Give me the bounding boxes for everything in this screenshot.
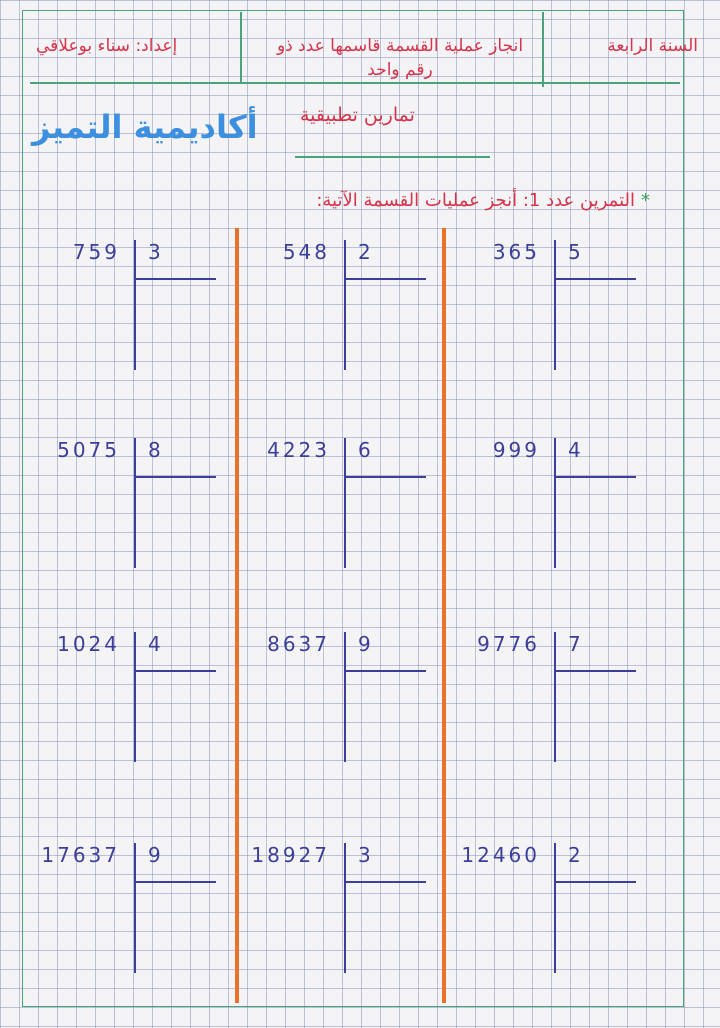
division-exercise[interactable]: 1024 4 [30, 632, 230, 782]
division-exercise[interactable]: 759 3 [30, 240, 230, 390]
division-vertical-line [554, 632, 556, 762]
division-exercise[interactable]: 12460 2 [450, 843, 650, 993]
division-horizontal-line [554, 278, 636, 280]
divisor: 4 [568, 438, 581, 462]
brand-logo-text: أكاديمية التميز [32, 108, 258, 146]
divisor: 4 [148, 632, 161, 656]
divisor: 3 [148, 240, 161, 264]
divisor: 6 [358, 438, 371, 462]
division-vertical-line [344, 240, 346, 370]
dividend: 4223 [267, 438, 330, 462]
division-exercise[interactable]: 4223 6 [240, 438, 440, 588]
dividend: 1024 [57, 632, 120, 656]
division-exercise[interactable]: 9776 7 [450, 632, 650, 782]
dividend: 17637 [41, 843, 120, 867]
page-frame [22, 10, 684, 1007]
division-vertical-line [134, 438, 136, 568]
dividend: 12460 [461, 843, 540, 867]
dividend: 759 [72, 240, 120, 264]
divisor: 2 [358, 240, 371, 264]
division-horizontal-line [344, 476, 426, 478]
division-vertical-line [344, 632, 346, 762]
grade-label: السنة الرابعة [607, 36, 698, 56]
header-divider-vertical [240, 12, 242, 82]
dividend: 9776 [477, 632, 540, 656]
dividend: 5075 [57, 438, 120, 462]
division-vertical-line [554, 843, 556, 973]
exercise-title-text: التمرين عدد 1: أنجز عمليات القسمة الآتية… [316, 190, 635, 211]
dividend: 365 [492, 240, 540, 264]
column-separator [442, 228, 446, 1003]
division-horizontal-line [134, 881, 216, 883]
division-horizontal-line [554, 881, 636, 883]
division-exercise[interactable]: 17637 9 [30, 843, 230, 993]
dividend: 8637 [267, 632, 330, 656]
division-exercise[interactable]: 5075 8 [30, 438, 230, 588]
division-vertical-line [134, 240, 136, 370]
header-divider [30, 82, 680, 84]
division-vertical-line [134, 632, 136, 762]
division-horizontal-line [134, 476, 216, 478]
header-divider-vertical [542, 12, 544, 87]
exercise-title: * التمرين عدد 1: أنجز عمليات القسمة الآتي… [316, 190, 650, 211]
division-exercise[interactable]: 548 2 [240, 240, 440, 390]
division-vertical-line [554, 438, 556, 568]
dividend: 999 [492, 438, 540, 462]
division-horizontal-line [134, 670, 216, 672]
subtitle: تمارين تطبيقية [300, 104, 415, 126]
division-exercise[interactable]: 8637 9 [240, 632, 440, 782]
divisor: 9 [148, 843, 161, 867]
division-vertical-line [344, 438, 346, 568]
divisor: 2 [568, 843, 581, 867]
division-horizontal-line [134, 278, 216, 280]
subtitle-box-bottom [295, 156, 490, 158]
division-horizontal-line [344, 670, 426, 672]
divisor: 5 [568, 240, 581, 264]
bullet-star-icon: * [641, 190, 650, 211]
division-horizontal-line [344, 881, 426, 883]
divisor: 9 [358, 632, 371, 656]
division-exercise[interactable]: 999 4 [450, 438, 650, 588]
division-vertical-line [554, 240, 556, 370]
division-exercise[interactable]: 18927 3 [240, 843, 440, 993]
column-separator [235, 228, 239, 1003]
author-label: إعداد: سناء بوعلاقي [36, 36, 178, 56]
division-horizontal-line [554, 670, 636, 672]
divisor: 8 [148, 438, 161, 462]
divisor: 3 [358, 843, 371, 867]
division-exercise[interactable]: 365 5 [450, 240, 650, 390]
division-vertical-line [134, 843, 136, 973]
division-vertical-line [344, 843, 346, 973]
topic-label: انجاز عملية القسمة قاسمها عدد ذو رقم واح… [276, 36, 524, 80]
dividend: 548 [282, 240, 330, 264]
divisor: 7 [568, 632, 581, 656]
division-horizontal-line [344, 278, 426, 280]
division-horizontal-line [554, 476, 636, 478]
dividend: 18927 [251, 843, 330, 867]
